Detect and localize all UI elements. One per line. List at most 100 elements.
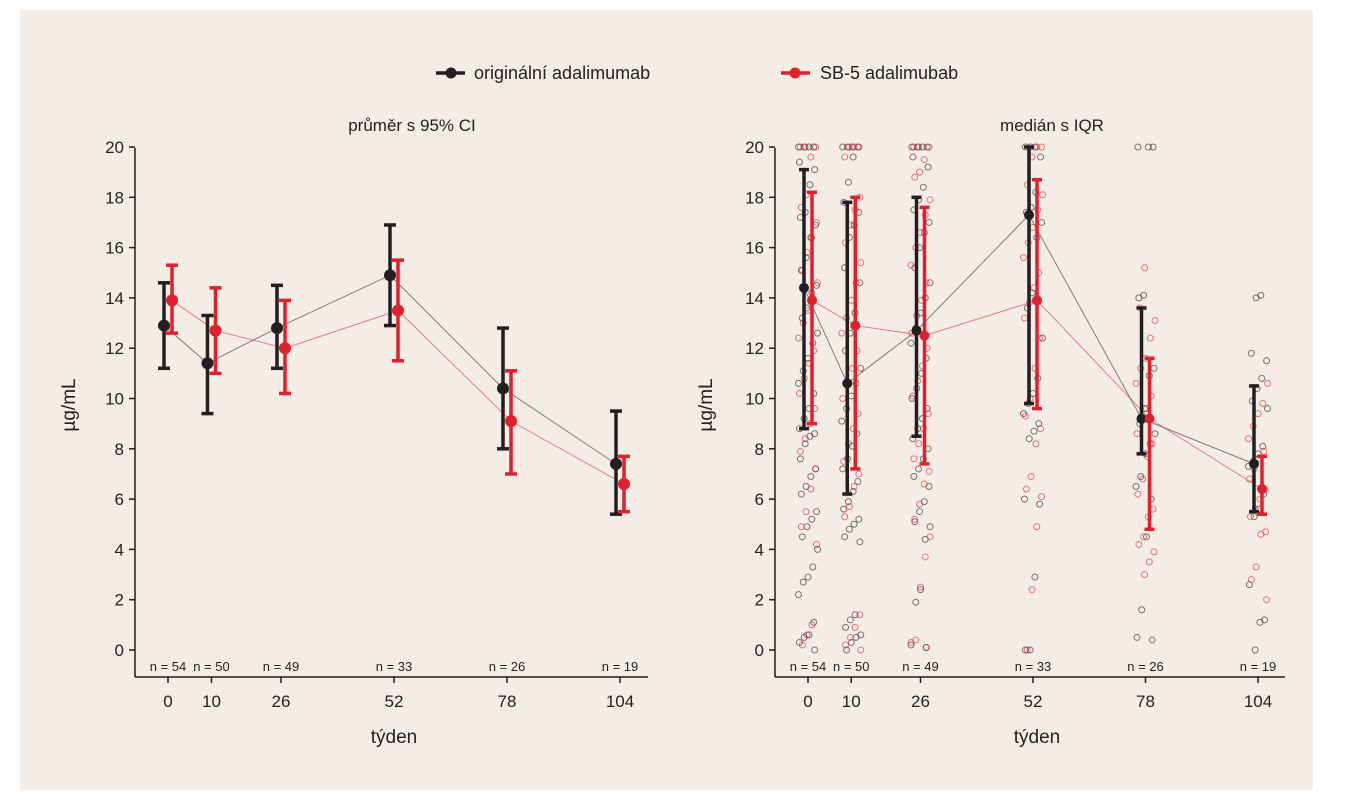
right-raw-point [1022,485,1030,493]
left-mean-point [271,322,283,335]
right-n-label: n = 54 [790,659,827,674]
left-n-label: n = 49 [263,659,300,674]
right-raw-point [925,218,933,226]
legend-marker-original [445,67,457,79]
right-raw-point [1133,633,1141,641]
right-raw-point [1140,533,1148,541]
right-y-tick-label: 20 [745,138,764,157]
right-raw-point [807,153,815,161]
right-y-tick-label: 6 [755,490,764,509]
right-raw-point [845,503,853,511]
right-raw-point [907,261,915,269]
legend-label-sb5: SB-5 adalimubab [820,63,958,83]
left-mean-point [279,342,291,355]
right-raw-point [916,500,924,508]
right-raw-point [1020,254,1027,262]
right-raw-point [916,168,924,176]
right-raw-point [1036,500,1044,508]
right-median-point [1144,413,1155,424]
right-raw-point [916,508,924,516]
right-raw-point [798,533,806,541]
left-mean-point [505,415,517,428]
right-raw-point [809,563,817,571]
right-raw-point [846,616,854,624]
right-raw-point [849,488,857,496]
right-raw-point [839,143,847,151]
right-raw-point [1026,646,1034,654]
right-raw-point [795,591,802,599]
right-raw-point [795,158,803,166]
right-raw-point [1258,374,1266,382]
right-raw-point [1028,586,1036,594]
right-raw-point [838,329,846,337]
right-raw-point [842,623,850,631]
right-raw-point [857,646,865,654]
right-raw-point [796,143,804,151]
left-mean-point [201,357,214,370]
right-raw-point [814,545,821,553]
right-raw-point [813,508,821,516]
right-raw-point [1039,334,1046,342]
right-raw-point [1246,513,1254,521]
right-raw-point [811,166,819,174]
right-raw-point [1264,405,1271,413]
right-raw-point [907,339,915,347]
right-raw-point [923,143,931,151]
mean-ci-chart: průměr s 95% CI µg/mL týden 0 2 4 6 8 10 12 14 1… [59,116,648,748]
median-iqr-chart: medián s IQR µg/mL týden 0 2 4 6 8 10 12 14 16 18… [696,116,1285,748]
left-x-tick-label: 10 [202,692,221,711]
right-raw-point [1263,596,1271,604]
right-raw-point [839,395,847,402]
right-raw-point [915,143,923,151]
right-raw-point [1020,314,1028,322]
right-raw-point [843,143,851,151]
right-raw-point [1257,530,1265,538]
left-y-tick-label: 18 [105,188,124,207]
left-y-tick-label: 12 [105,339,124,358]
right-n-label: n = 50 [833,659,870,674]
right-raw-point [811,646,819,654]
right-raw-point [852,633,860,641]
left-y-tick-label: 4 [115,540,124,559]
right-raw-point [856,538,864,546]
figure-panel [20,10,1313,790]
right-raw-point [1254,410,1262,418]
right-raw-point [847,392,855,400]
right-chart-title: medián s IQR [1000,116,1104,135]
right-median-point [911,325,922,336]
right-x-axis-label: týden [1014,727,1060,748]
right-raw-point [1149,143,1157,151]
right-raw-point [797,523,805,531]
right-raw-point [814,279,821,287]
right-median-point [1032,295,1042,306]
right-raw-point [917,583,924,591]
right-raw-point [919,183,927,191]
left-mean-point [392,304,404,317]
right-median-point [799,282,809,293]
right-median-point [1136,413,1147,424]
left-n-label: n = 50 [193,659,230,674]
right-y-axis-label: µg/mL [696,378,717,431]
right-y-tick-label: 0 [755,641,764,660]
right-raw-point [808,515,816,523]
right-raw-point [841,513,849,521]
right-raw-point [804,573,812,581]
right-raw-point [1135,540,1143,548]
right-median-point [1249,458,1259,469]
right-raw-point [1038,143,1046,151]
left-mean-point [384,269,396,282]
right-raw-point [844,498,852,506]
right-raw-point [1259,400,1267,408]
right-raw-point [849,153,857,161]
right-n-label: n = 19 [1240,659,1277,674]
right-y-tick-label: 8 [755,440,764,459]
legend-marker-sb5 [789,67,801,79]
right-raw-point [925,143,933,151]
right-raw-point [1132,483,1140,491]
right-raw-point [1021,412,1029,420]
left-n-label: n = 33 [376,659,413,674]
right-raw-point [846,633,854,641]
right-raw-point [843,646,851,654]
left-x-tick-label: 78 [498,692,517,711]
left-mean-point [610,457,622,470]
